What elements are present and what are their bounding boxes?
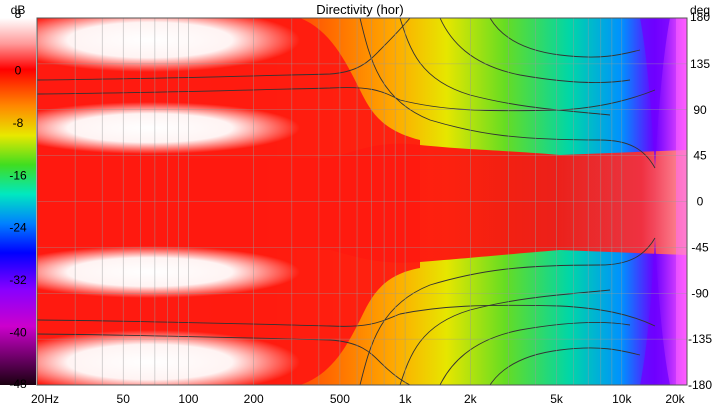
contour-line — [489, 347, 641, 385]
x-tick-label: 20k — [665, 392, 685, 405]
colorbar-tick-label: -32 — [9, 273, 27, 287]
contour-line — [37, 18, 411, 81]
contour-line — [37, 333, 411, 385]
x-tick-label: 50 — [117, 392, 131, 405]
y-tick-label: -135 — [688, 332, 712, 346]
x-tick-label: 10k — [612, 392, 632, 405]
colorbar-tick-label: -24 — [9, 221, 27, 235]
contour-line — [359, 18, 656, 169]
y-tick-label: -45 — [691, 240, 709, 254]
colorbar-tick-label: 0 — [15, 63, 22, 77]
colorbar-tick-label: -16 — [9, 168, 27, 182]
x-tick-label: 100 — [178, 392, 198, 405]
x-tick-label: 1k — [399, 392, 413, 405]
x-axis-ticks: 20Hz 50 100 200 500 1k 2k 5k 10k 20k — [31, 392, 686, 405]
white-lobes — [37, 18, 300, 385]
colorbar-unit: dB — [11, 3, 26, 17]
plot-border — [36, 17, 688, 386]
white-lobe — [37, 246, 300, 298]
contour-line — [489, 18, 641, 58]
contour-line — [37, 304, 656, 327]
y-tick-label: 0 — [697, 195, 704, 209]
white-lobe — [37, 18, 300, 72]
x-tick-label: 20Hz — [31, 392, 59, 405]
white-lobe — [37, 102, 300, 154]
y-tick-label: 45 — [693, 149, 707, 163]
colorbar: dB 8 0 -8 -16 -24 -32 -40 -48 — [0, 3, 36, 391]
contour-line — [359, 237, 656, 385]
grid-lines — [37, 18, 687, 385]
y-tick-label: 180 — [690, 10, 710, 24]
x-tick-label: 5k — [550, 392, 564, 405]
y-axis-unit: deg — [690, 3, 710, 17]
colorbar-tick-label: -48 — [9, 377, 27, 391]
chart-title: Directivity (hor) — [316, 2, 403, 17]
colorbar-tick-label: -40 — [9, 326, 27, 340]
notch-upper — [640, 18, 670, 168]
y-tick-label: -90 — [691, 286, 709, 300]
x-tick-label: 2k — [464, 392, 478, 405]
colorbar-tick-label: 8 — [15, 7, 22, 21]
colorbar-tick-label: -8 — [13, 116, 24, 130]
contour-line — [37, 87, 656, 112]
x-tick-label: 200 — [244, 392, 264, 405]
colorbar-gradient — [0, 18, 36, 385]
y-tick-label: 135 — [690, 57, 710, 71]
y-tick-label: -180 — [688, 378, 712, 392]
contour-lines — [37, 18, 656, 385]
x-tick-label: 500 — [330, 392, 350, 405]
white-lobe — [37, 330, 300, 385]
heatmap-area — [37, 18, 687, 385]
y-tick-label: 90 — [693, 103, 707, 117]
notch-lower — [640, 238, 670, 385]
contour-line — [439, 18, 631, 83]
y-axis-ticks: 180 135 90 45 0 -45 -90 -135 -180 — [688, 10, 712, 392]
contour-line — [439, 322, 631, 385]
